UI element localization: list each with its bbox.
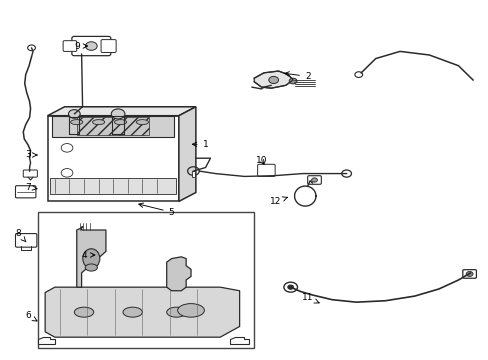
Bar (50, 178, 176, 194)
Bar (38, 212, 254, 348)
Text: 7: 7 (25, 183, 37, 192)
FancyBboxPatch shape (257, 164, 275, 176)
Bar (47, 116, 179, 202)
FancyBboxPatch shape (23, 170, 37, 177)
FancyBboxPatch shape (16, 234, 37, 247)
Text: 10: 10 (255, 156, 267, 165)
FancyBboxPatch shape (101, 40, 116, 53)
Polygon shape (38, 337, 55, 344)
Polygon shape (254, 71, 292, 88)
FancyBboxPatch shape (307, 176, 321, 184)
Ellipse shape (177, 303, 204, 317)
Ellipse shape (122, 307, 142, 317)
Circle shape (287, 285, 293, 289)
Ellipse shape (92, 120, 104, 125)
Circle shape (68, 110, 80, 118)
Circle shape (288, 78, 296, 84)
Ellipse shape (166, 307, 186, 317)
Polygon shape (229, 337, 249, 344)
FancyBboxPatch shape (63, 41, 77, 51)
FancyBboxPatch shape (16, 186, 36, 198)
Text: 9: 9 (74, 41, 87, 50)
Bar (191, 171, 195, 177)
Ellipse shape (74, 307, 94, 317)
Circle shape (268, 76, 278, 84)
Polygon shape (166, 257, 191, 291)
Ellipse shape (85, 264, 97, 271)
Text: 11: 11 (302, 293, 319, 303)
Ellipse shape (114, 120, 126, 125)
Ellipse shape (71, 120, 82, 125)
Text: 2: 2 (284, 72, 310, 81)
Polygon shape (45, 287, 239, 337)
Polygon shape (179, 107, 196, 202)
FancyBboxPatch shape (72, 36, 111, 56)
Text: 8: 8 (16, 229, 26, 242)
Ellipse shape (136, 120, 148, 125)
Circle shape (465, 271, 472, 276)
Ellipse shape (82, 249, 100, 269)
Text: 12: 12 (270, 197, 287, 206)
FancyBboxPatch shape (462, 270, 475, 278)
Polygon shape (47, 107, 196, 116)
Text: 4: 4 (81, 251, 95, 260)
Text: 5: 5 (139, 203, 174, 217)
Text: 6: 6 (25, 311, 37, 321)
Circle shape (85, 42, 97, 50)
Bar (52, 116, 174, 137)
Bar (77, 117, 149, 135)
Circle shape (311, 178, 317, 182)
Text: 1: 1 (192, 140, 208, 149)
Text: 3: 3 (25, 150, 37, 159)
Polygon shape (77, 226, 106, 287)
Circle shape (111, 109, 124, 119)
